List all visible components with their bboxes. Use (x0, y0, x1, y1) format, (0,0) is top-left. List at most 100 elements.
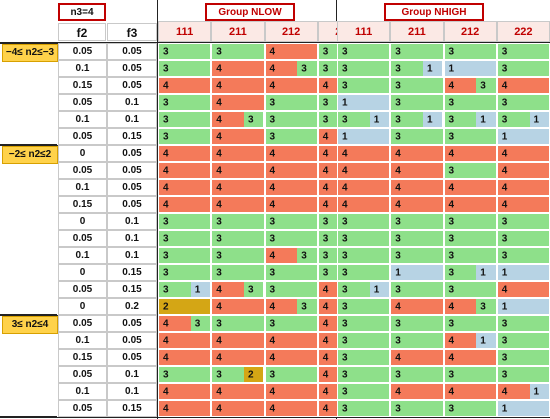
level-value: 3 (501, 63, 508, 74)
level-segment: 4 (338, 180, 390, 195)
column-header: 212 (443, 21, 497, 42)
level-value: 4 (216, 182, 222, 193)
level-segment: 1 (476, 265, 496, 280)
f2-cell-value: 0.05 (72, 283, 93, 295)
level-value: 3 (163, 284, 169, 295)
level-value: 3 (448, 250, 455, 261)
level-value: 1 (427, 63, 433, 74)
level-segment: 4 (265, 163, 317, 178)
level-cell: 3 (337, 383, 391, 400)
level-value: 4 (501, 80, 508, 91)
level-value: 4 (269, 403, 276, 414)
f3-cell-value: 0.1 (125, 96, 139, 108)
level-cell: 3 (158, 60, 212, 77)
level-cell: 3 (443, 128, 497, 145)
level-value: 3 (216, 216, 222, 227)
level-value: 4 (501, 199, 508, 210)
level-segment: 3 (265, 265, 317, 280)
level-cell: 3 (443, 43, 497, 60)
level-cell: 3 (337, 43, 391, 60)
level-value: 3 (395, 216, 401, 227)
level-value: 3 (342, 250, 348, 261)
f3-cell-value: 0.05 (122, 198, 142, 210)
f3-cell-value: 0.1 (125, 249, 139, 261)
level-cell: 4 (390, 145, 444, 162)
level-segment: 3 (444, 129, 496, 144)
level-cell: 3 (443, 400, 497, 417)
level-value: 3 (269, 131, 276, 142)
level-segment: 3 (265, 112, 317, 127)
level-segment: 4 (444, 384, 496, 399)
level-segment: 3 (338, 401, 390, 416)
f3-cell: 0.1 (107, 366, 157, 383)
level-cell: 3 (496, 230, 550, 247)
level-value: 4 (163, 352, 169, 363)
level-cell: 3 (211, 315, 265, 332)
level-value: 3 (342, 267, 348, 278)
level-cell: 2 (158, 298, 212, 315)
level-cell: 3 (390, 281, 444, 298)
level-value: 3 (269, 284, 276, 295)
f3-cell: 0.05 (107, 332, 157, 349)
level-cell: 3 (158, 213, 212, 230)
level-segment: 4 (159, 146, 211, 161)
level-segment: 4 (159, 163, 211, 178)
level-segment: 4 (265, 197, 317, 212)
level-cell: 4 (496, 281, 550, 298)
level-segment: 2 (159, 299, 211, 314)
f3-cell-value: 0.1 (125, 113, 139, 125)
level-segment: 4 (444, 146, 496, 161)
level-segment: 3 (159, 214, 211, 229)
level-value: 4 (216, 284, 222, 295)
level-value: 3 (342, 352, 348, 363)
level-segment: 4 (497, 180, 549, 195)
level-cell: 3 (264, 264, 318, 281)
level-cell: 3 (496, 349, 550, 366)
level-segment: 4 (265, 44, 317, 59)
level-segment: 3 (391, 282, 443, 297)
group-label: 3≤ n2≤4 (2, 316, 58, 334)
level-segment: 4 (265, 350, 317, 365)
column-header: 222 (496, 21, 550, 42)
level-value: 1 (501, 403, 508, 414)
level-value: 4 (163, 182, 169, 193)
level-value: 3 (342, 403, 348, 414)
level-value: 3 (163, 97, 169, 108)
level-segment: 3 (338, 61, 390, 76)
level-value: 3 (269, 369, 276, 380)
level-value: 3 (301, 63, 307, 74)
level-value: 4 (216, 199, 222, 210)
level-cell: 4 (211, 196, 265, 213)
level-value: 3 (301, 250, 307, 261)
level-cell: 3 (443, 315, 497, 332)
level-segment: 3 (212, 44, 264, 59)
level-cell: 3 (337, 400, 391, 417)
level-segment: 4 (212, 78, 264, 93)
level-value: 3 (395, 284, 401, 295)
level-value: 3 (501, 369, 508, 380)
level-segment: 4 (444, 180, 496, 195)
level-cell: 4 (158, 332, 212, 349)
level-cell: 4 (337, 145, 391, 162)
level-cell: 4 (211, 332, 265, 349)
level-value: 4 (269, 301, 276, 312)
level-value: 3 (342, 80, 348, 91)
f2-cell-value: 0.05 (72, 130, 93, 142)
level-cell: 4 (390, 196, 444, 213)
level-value: 3 (216, 250, 222, 261)
group-label: −2≤ n2≤2 (2, 146, 58, 164)
level-cell: 3 (390, 315, 444, 332)
level-value: 3 (448, 165, 455, 176)
level-value: 3 (322, 97, 329, 108)
level-cell: 4 (158, 383, 212, 400)
f3-cell: 0.15 (107, 264, 157, 281)
level-value: 3 (342, 335, 348, 346)
level-cell: 3 (211, 43, 265, 60)
level-value: 3 (395, 369, 401, 380)
level-cell: 3 (443, 162, 497, 179)
level-segment: 1 (369, 112, 390, 127)
